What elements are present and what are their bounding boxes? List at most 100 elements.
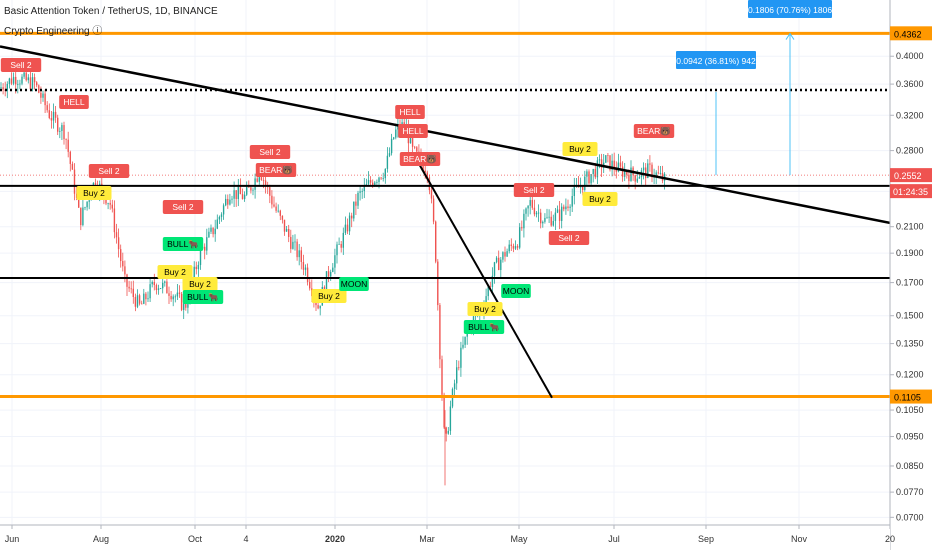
candle-body (561, 206, 563, 221)
candle-body (302, 261, 305, 270)
candle-body (495, 257, 498, 263)
candle-body (458, 367, 460, 369)
countdown-tag (890, 184, 932, 199)
candle-body (279, 210, 281, 216)
signal-text: BEAR🐻 (259, 165, 293, 175)
candle-body (254, 178, 256, 190)
candle-body (512, 245, 515, 249)
candle-body (529, 200, 531, 206)
candle-body (519, 227, 521, 248)
candle-body (239, 186, 242, 195)
candle-body (59, 130, 61, 132)
candle-body (437, 261, 439, 306)
candle-body (535, 212, 538, 215)
candle-body (88, 200, 90, 202)
candle-body (346, 224, 349, 232)
candle-body (285, 228, 288, 232)
candle-body (143, 293, 145, 304)
candle-body (48, 110, 50, 119)
candle-body (256, 178, 258, 182)
candle-body (414, 146, 416, 148)
signal-text: BULL🐂 (187, 292, 219, 302)
signal-text: MOON (503, 286, 529, 296)
candle-body (565, 206, 567, 210)
candle-body (563, 206, 565, 210)
signal-label-buy (467, 302, 503, 316)
candle-body (309, 281, 311, 289)
candle-body (187, 302, 189, 308)
candle-body (237, 186, 239, 200)
x-tick-label: Mar (419, 534, 435, 544)
candle-body (548, 216, 550, 218)
candle-body (432, 198, 435, 222)
candle-body (296, 241, 298, 258)
price-levels: 0.4362 0.1105 (0, 26, 932, 404)
candle-body (300, 250, 302, 262)
candle-body (141, 303, 143, 305)
candle-body (367, 180, 370, 185)
candle-body (351, 215, 353, 219)
candle-body (180, 293, 183, 310)
signal-text: Buy 2 (589, 194, 611, 204)
signal-label-sell (399, 152, 441, 166)
signal-label-sell (249, 145, 291, 159)
candle-body (617, 162, 620, 172)
y-tick-label: 0.0850 (896, 461, 924, 471)
candle-body (397, 125, 399, 130)
candle-body (164, 281, 166, 283)
candle-body (31, 77, 34, 90)
candle-body (6, 83, 8, 91)
candle-body (500, 259, 502, 270)
candle-body (487, 286, 489, 297)
candle-body (233, 190, 235, 199)
y-tick-label: 0.1350 (896, 339, 924, 349)
candle-body (166, 281, 168, 294)
signal-label-sell (398, 124, 428, 138)
candle-body (206, 237, 208, 251)
candle-body (485, 296, 487, 308)
candle-body (441, 359, 443, 395)
candle-body (642, 167, 645, 171)
candle-body (283, 219, 286, 232)
y-tick-label: 0.1700 (896, 278, 924, 288)
candle-body (2, 87, 4, 90)
candle-body (134, 297, 137, 307)
level-price-label: 0.1105 (894, 393, 921, 403)
y-tick-label: 0.0700 (896, 512, 924, 522)
measure-label-1: 0.0942 (36.81%) 942 (676, 56, 756, 66)
y-tick-label: 0.1200 (896, 370, 924, 380)
candle-body (176, 292, 179, 297)
signal-label-sell (633, 124, 675, 138)
candle-body (586, 171, 588, 177)
signal-text: Sell 2 (523, 185, 545, 195)
candle-body (382, 178, 384, 179)
candle-body (298, 250, 300, 258)
candle-body (306, 267, 309, 282)
candle-body (493, 262, 496, 276)
candle-body (208, 231, 210, 238)
candle-body (462, 344, 464, 348)
candle-body (120, 249, 122, 262)
candle-body (248, 186, 250, 188)
candle-body (621, 166, 624, 177)
candle-body (353, 201, 355, 219)
candle-body (611, 160, 613, 170)
candle-body (57, 117, 59, 132)
candle-body (107, 202, 109, 204)
candle-body (634, 175, 636, 182)
signal-label-sell (162, 200, 204, 214)
signal-text: Buy 2 (474, 304, 496, 314)
candle-body (277, 210, 279, 212)
candle-body (508, 244, 510, 252)
candle-body (645, 167, 647, 179)
candle-body (594, 169, 596, 178)
candle-body (204, 246, 206, 251)
candle-body (216, 219, 218, 229)
level-price-label: 0.4362 (894, 29, 922, 39)
candle-body (69, 151, 71, 164)
candle-body (304, 267, 307, 270)
candle-body (369, 180, 372, 183)
candle-body (17, 83, 19, 85)
